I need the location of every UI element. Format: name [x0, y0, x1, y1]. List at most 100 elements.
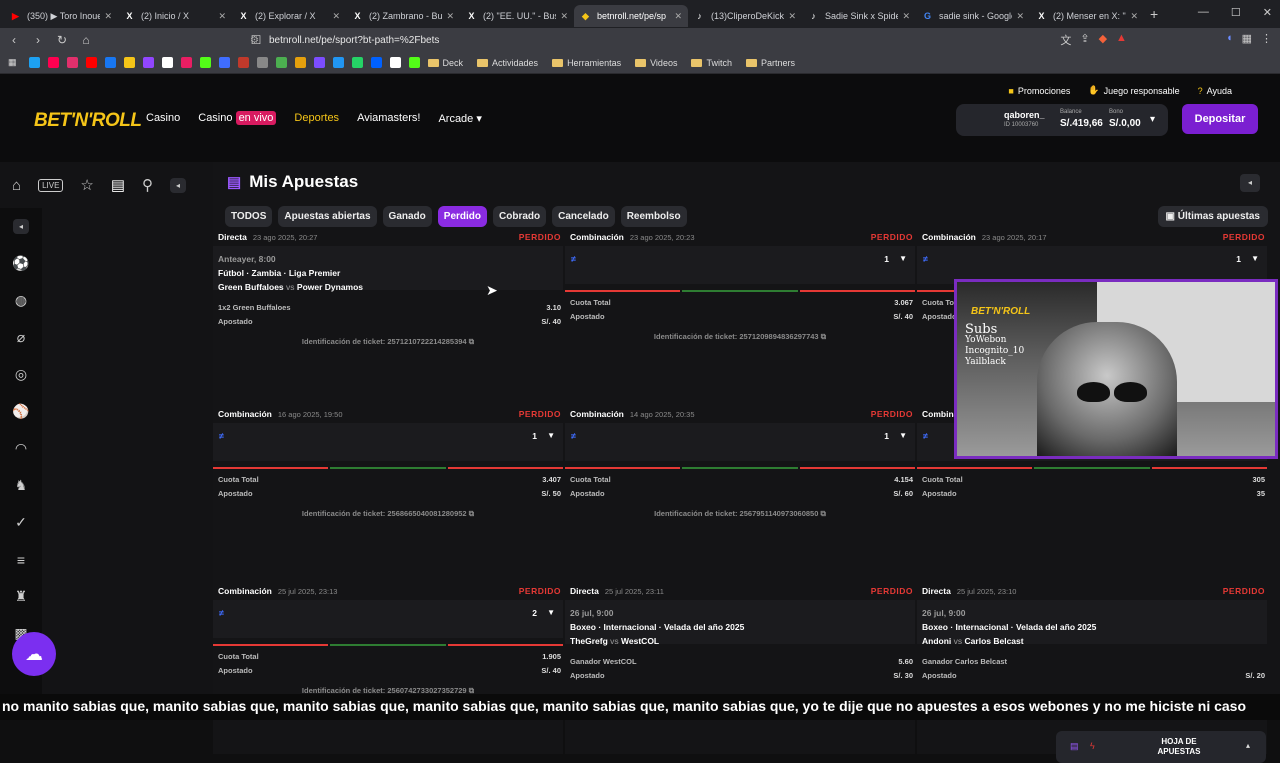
- browser-tab[interactable]: X (2) Explorar / X ✕: [232, 5, 346, 27]
- bookmark-item[interactable]: Partners: [745, 58, 795, 68]
- star-icon[interactable]: ☆: [80, 177, 94, 194]
- filter-chip[interactable]: Perdido: [437, 206, 488, 227]
- chevron-down-icon[interactable]: ▼: [1251, 254, 1259, 263]
- puzzle-icon[interactable]: ▦: [1241, 33, 1252, 45]
- close-tab-icon[interactable]: ✕: [902, 10, 910, 21]
- browser-tab[interactable]: X (2) Menser en X: "http ✕: [1030, 5, 1144, 27]
- bet-card[interactable]: Directa 25 jul 2025, 23:11 PERDIDO 26 jul…: [565, 582, 915, 754]
- bookmark-favicon-icon[interactable]: [237, 57, 249, 68]
- close-tab-icon[interactable]: ✕: [446, 10, 454, 21]
- menu-icon[interactable]: ⋮: [1261, 33, 1272, 45]
- esports-icon[interactable]: ✓: [15, 514, 27, 530]
- volleyball-icon[interactable]: ◎: [14, 366, 28, 382]
- bookmark-item[interactable]: Videos: [635, 58, 677, 68]
- bookmark-favicon-icon[interactable]: [332, 57, 344, 68]
- bookmark-item[interactable]: Herramientas: [552, 58, 621, 68]
- reload-icon[interactable]: ↻: [56, 33, 68, 47]
- bet-card[interactable]: Directa 25 jul 2025, 23:10 PERDIDO 26 jul…: [917, 582, 1267, 754]
- bet-card[interactable]: Combinación 16 ago 2025, 19:50 PERDIDO ≠ …: [213, 405, 563, 577]
- filter-chip[interactable]: Reembolso: [620, 206, 687, 227]
- filter-chip[interactable]: Cancelado: [552, 206, 615, 227]
- share-icon[interactable]: ⇪: [1080, 33, 1090, 45]
- copy-icon[interactable]: ⧉: [468, 686, 475, 695]
- copy-icon[interactable]: ⧉: [820, 509, 826, 518]
- nav-casino-live[interactable]: Casino en vivo: [198, 111, 277, 125]
- close-tab-icon[interactable]: ✕: [1130, 10, 1138, 21]
- site-info-icon[interactable]: ⚙: [250, 34, 259, 46]
- close-tab-icon[interactable]: ✕: [788, 10, 796, 21]
- live-icon[interactable]: LIVE: [38, 178, 64, 192]
- bookmark-favicon-icon[interactable]: [294, 57, 306, 68]
- home-icon[interactable]: ⌂: [12, 176, 22, 194]
- shield-icon[interactable]: ◆: [1098, 33, 1108, 45]
- soccer-icon[interactable]: ⚽: [12, 255, 30, 271]
- collapse-icon[interactable]: ◂: [0, 208, 42, 245]
- bookmark-favicon-icon[interactable]: [123, 57, 135, 68]
- minimize-icon[interactable]: —: [1197, 6, 1209, 18]
- close-tab-icon[interactable]: ✕: [332, 10, 340, 21]
- browser-tab[interactable]: X (2) Zambrano - Buscar✕: [346, 5, 460, 27]
- filter-chip[interactable]: Ganado: [382, 206, 432, 227]
- tennis-icon[interactable]: ⌀: [16, 329, 26, 345]
- betslip-bar[interactable]: ▤ ϟ HOJA DE APUESTAS ▴: [1056, 731, 1266, 763]
- bookmark-favicon-icon[interactable]: [275, 57, 287, 68]
- translate-icon[interactable]: 文: [1060, 35, 1072, 47]
- filter-chip[interactable]: Apuestas abiertas: [278, 206, 377, 227]
- close-tab-icon[interactable]: ✕: [218, 10, 226, 21]
- bookmark-favicon-icon[interactable]: [218, 57, 230, 68]
- home-icon[interactable]: ⌂: [82, 33, 90, 47]
- filter-chip[interactable]: Cobrado: [493, 206, 547, 227]
- collapse-sidebar-icon[interactable]: ◂: [170, 177, 187, 193]
- bookmark-item[interactable]: Deck: [427, 58, 463, 68]
- chevron-down-icon[interactable]: ▼: [547, 431, 555, 440]
- bookmark-favicon-icon[interactable]: [256, 57, 268, 68]
- chevron-down-icon[interactable]: ▼: [899, 431, 907, 440]
- browser-tab[interactable]: ◆ betnroll.net/pe/sp ✕: [574, 5, 688, 27]
- apps-icon[interactable]: ▦: [8, 57, 17, 67]
- bookmark-favicon-icon[interactable]: [389, 57, 401, 68]
- chat-support-button[interactable]: ☁: [12, 632, 56, 676]
- bookmark-favicon-icon[interactable]: [28, 57, 40, 68]
- chevron-down-icon[interactable]: ▼: [899, 254, 907, 263]
- extension-icon[interactable]: ◖: [1225, 32, 1233, 44]
- user-balance-box[interactable]: qaboren_ ID 10003760 Balance S/.419,66 B…: [956, 104, 1168, 136]
- bet-card[interactable]: Combinación 25 jul 2025, 23:13 PERDIDO ≠ …: [213, 582, 563, 754]
- hockey-icon[interactable]: ◠: [14, 440, 28, 456]
- responsible-link[interactable]: ✋ Juego responsable: [1088, 85, 1179, 96]
- chevron-down-icon[interactable]: ▼: [547, 608, 555, 617]
- bookmark-favicon-icon[interactable]: [142, 57, 154, 68]
- close-tab-icon[interactable]: ✕: [1016, 10, 1024, 21]
- last-bets-button[interactable]: ▣ Últimas apuestas: [1157, 206, 1268, 227]
- promotions-link[interactable]: ■ Promociones: [1008, 85, 1070, 96]
- bookmark-favicon-icon[interactable]: [66, 57, 78, 68]
- back-icon[interactable]: ‹: [12, 33, 16, 47]
- browser-tab[interactable]: ▶ (350) ▶ Toro Inoue Pi✕: [4, 5, 118, 27]
- boxing-icon[interactable]: ♜: [14, 588, 28, 604]
- close-window-icon[interactable]: ✕: [1262, 7, 1272, 19]
- help-link[interactable]: ? Ayuda: [1198, 85, 1232, 96]
- bet-card[interactable]: Combinación 14 ago 2025, 20:35 PERDIDO ≠ …: [565, 405, 915, 577]
- close-tab-icon[interactable]: ✕: [560, 10, 568, 21]
- filter-chip[interactable]: TODOS: [225, 206, 273, 227]
- bookmark-favicon-icon[interactable]: [351, 57, 363, 68]
- basketball-icon[interactable]: ◍: [14, 292, 28, 308]
- nav-casino[interactable]: Casino: [146, 112, 181, 124]
- bookmark-favicon-icon[interactable]: [313, 57, 325, 68]
- baseball-icon[interactable]: ⚾: [12, 403, 30, 419]
- bookmark-favicon-icon[interactable]: [199, 57, 211, 68]
- brand-logo[interactable]: BET'N'ROLL: [34, 110, 142, 131]
- browser-tab[interactable]: X (2) "EE. UU." - Buscar / ✕: [460, 5, 574, 27]
- nav-aviamasters[interactable]: Aviamasters!: [357, 112, 421, 124]
- deposit-button[interactable]: Depositar: [1182, 104, 1258, 134]
- new-tab-icon[interactable]: +: [1150, 6, 1159, 22]
- maximize-icon[interactable]: ☐: [1230, 7, 1241, 19]
- handball-icon[interactable]: ≡: [16, 551, 26, 568]
- collapse-right-icon[interactable]: ◂: [1240, 174, 1260, 192]
- cricket-icon[interactable]: ♞: [14, 477, 28, 493]
- copy-icon[interactable]: ⧉: [468, 509, 475, 518]
- url-field[interactable]: ⚙ betnroll.net/pe/sport?bt-path=%2Fbets: [250, 30, 970, 50]
- alert-icon[interactable]: ▲: [1116, 32, 1127, 44]
- bookmark-favicon-icon[interactable]: [161, 57, 173, 68]
- bookmark-item[interactable]: Actividades: [477, 58, 538, 68]
